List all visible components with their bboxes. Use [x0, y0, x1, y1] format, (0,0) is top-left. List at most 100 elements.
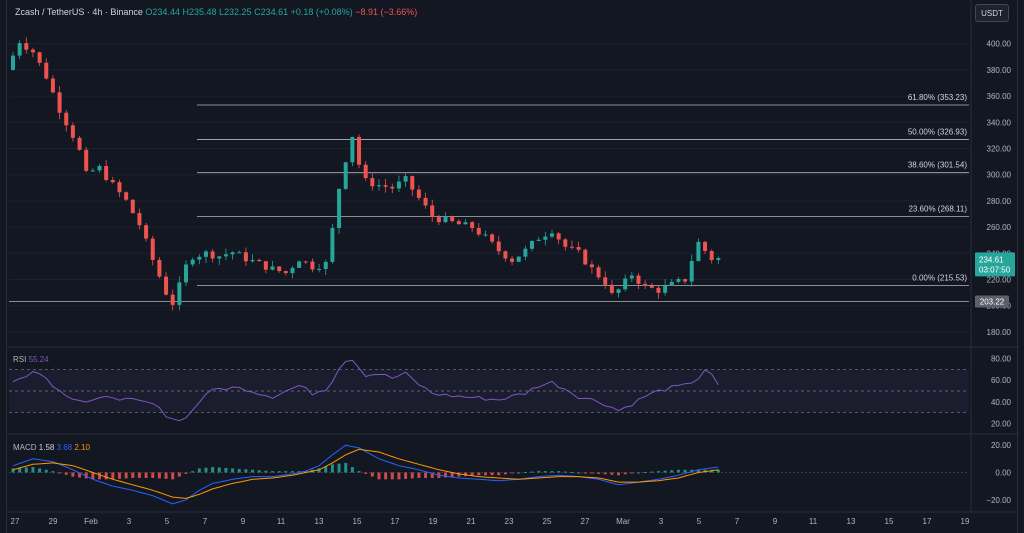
symbol-label[interactable]: Zcash / TetherUS · 4h · Binance	[15, 7, 143, 17]
macd-histogram-bar	[131, 472, 135, 478]
price-tick-label: 340.00	[987, 118, 1012, 127]
chart-canvas[interactable]: 61.80% (353.23) 50.00% (326.93) 38.60% (30…	[7, 0, 1019, 533]
high-value: H235.48	[182, 7, 217, 17]
macd-histogram-bar	[38, 468, 42, 473]
fib-level-label: 50.00% (326.93)	[908, 127, 967, 136]
price-tick-label: 260.00	[987, 223, 1012, 232]
time-tick-label: 21	[467, 517, 476, 526]
candle-body	[589, 264, 594, 268]
macd-histogram-bar	[104, 472, 108, 480]
macd-histogram-bar	[58, 472, 62, 474]
macd-histogram-bar	[171, 472, 175, 480]
chart-frame: Zcash / TetherUS · 4h · Binance O234.44 …	[6, 0, 1019, 533]
time-tick-label: 13	[847, 517, 856, 526]
candle-body	[177, 282, 182, 305]
time-tick-label: 9	[773, 517, 778, 526]
macd-histogram-bar	[597, 472, 601, 474]
macd-histogram-bar	[490, 472, 494, 476]
macd-histogram-bar	[224, 467, 228, 473]
macd-signal-line	[12, 448, 719, 499]
open-value: O234.44	[145, 7, 180, 17]
last-price-tag	[975, 252, 1015, 277]
candle-body	[623, 278, 628, 290]
candle-body	[197, 256, 202, 260]
candle-body	[330, 228, 335, 262]
macd-histogram-bar	[344, 462, 348, 473]
price-tick-label: 220.00	[987, 276, 1012, 285]
time-tick-label: 19	[961, 517, 970, 526]
candle-body	[243, 252, 248, 262]
candle-body	[164, 276, 169, 295]
macd-histogram-bar	[251, 469, 255, 473]
candle-body	[490, 234, 495, 242]
candle-body	[423, 197, 428, 206]
macd-histogram-bar	[397, 472, 401, 480]
macd-histogram-bar	[237, 468, 241, 473]
macd-tick-label: 20.00	[991, 441, 1012, 450]
macd-histogram-bar	[217, 467, 221, 473]
rsi-tick-label: 60.00	[991, 376, 1012, 385]
time-tick-label: 17	[923, 517, 932, 526]
rsi-tick-label: 40.00	[991, 398, 1012, 407]
time-tick-label: 19	[429, 517, 438, 526]
macd-histogram-bar	[570, 472, 574, 474]
macd-histogram-bar	[636, 472, 640, 474]
candle-body	[543, 236, 548, 240]
macd-histogram-bar	[470, 472, 474, 476]
macd-histogram-bar	[91, 472, 95, 480]
time-tick-label: 27	[581, 517, 590, 526]
time-tick-label: 5	[165, 517, 170, 526]
macd-tick-label: 0.00	[995, 469, 1011, 478]
candle-body	[523, 248, 528, 257]
macd-histogram-bar	[244, 469, 248, 473]
macd-histogram-bar	[483, 472, 487, 476]
time-tick-label: 7	[203, 517, 208, 526]
change-value: +0.18 (+0.08%)	[290, 7, 353, 17]
candle-body	[157, 259, 162, 277]
macd-histogram-bar	[683, 469, 687, 473]
time-tick-label: 15	[353, 517, 362, 526]
macd-histogram-bar	[11, 468, 15, 473]
candle-body	[317, 268, 322, 270]
candle-body	[603, 277, 608, 285]
currency-button[interactable]: USDT	[975, 4, 1009, 22]
candle-body	[17, 43, 22, 56]
rsi-label: RSI	[13, 355, 27, 364]
macd-signal-value: 2.10	[74, 443, 90, 452]
candle-body	[510, 258, 515, 262]
candle-body	[130, 199, 135, 214]
candle-body	[257, 259, 262, 262]
fib-level-label: 61.80% (353.23)	[908, 93, 967, 102]
macd-histogram-bar	[277, 471, 281, 473]
time-tick-label: 13	[315, 517, 324, 526]
candle-body	[237, 252, 242, 254]
macd-histogram-bar	[716, 469, 720, 473]
candle-body	[549, 233, 554, 237]
candle-body	[90, 170, 95, 172]
macd-histogram-bar	[191, 471, 195, 473]
macd-histogram-bar	[370, 472, 374, 477]
candle-body	[676, 279, 681, 282]
macd-histogram-bar	[630, 472, 634, 474]
candle-body	[516, 256, 521, 262]
macd-histogram-bar	[557, 471, 561, 473]
candle-body	[283, 271, 288, 274]
support-price-tag	[975, 295, 1009, 308]
macd-histogram-bar	[530, 471, 534, 473]
macd-histogram-bar	[324, 466, 328, 473]
time-tick-label: Mar	[616, 517, 630, 526]
fib-level-label: 23.60% (268.11)	[908, 204, 967, 213]
macd-histogram-bar	[197, 468, 201, 473]
macd-histogram-bar	[364, 472, 368, 474]
candle-body	[124, 192, 129, 200]
macd-histogram-bar	[503, 472, 507, 475]
time-tick-label: 29	[49, 517, 58, 526]
grid-lines	[7, 0, 1019, 513]
candle-body	[217, 256, 222, 259]
macd-histogram-bar	[543, 471, 547, 473]
macd-histogram-bar	[64, 472, 68, 475]
candle-body	[649, 285, 654, 288]
candle-body	[84, 149, 89, 171]
price-tick-label: 400.00	[987, 40, 1012, 49]
time-tick-label: 9	[241, 517, 246, 526]
